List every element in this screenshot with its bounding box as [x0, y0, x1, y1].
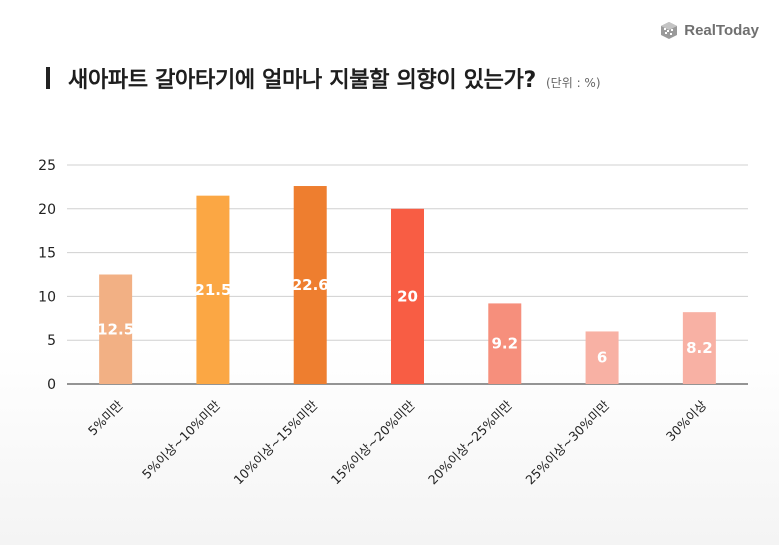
y-tick-label: 5: [47, 333, 56, 349]
x-category-label: 25%이상~30%미만: [522, 397, 612, 487]
bar: [99, 274, 133, 384]
y-tick-label: 0: [47, 377, 56, 393]
y-tick-label: 25: [38, 158, 56, 174]
x-category-label: 30%이상: [663, 397, 710, 444]
chart-title: 새아파트 갈아타기에 얼마나 지불할 의향이 있는가?: [68, 68, 536, 93]
data-label: 22.6: [292, 276, 329, 294]
brand-name: RealToday: [684, 21, 759, 39]
bar: [293, 186, 327, 384]
x-category-label: 15%이상~20%미만: [328, 397, 418, 487]
x-axis-categories: 5%미만 5%이상~10%미만 10%이상~15%미만 15%이상~20%미만 20%이…: [85, 397, 710, 487]
bar: [391, 208, 424, 384]
x-category-label: 5%미만: [85, 397, 126, 438]
data-label: 21.5: [194, 281, 231, 299]
data-labels: 12.5 21.5 22.6 20 9.2 6 8.2: [97, 276, 713, 367]
y-tick-label: 10: [38, 289, 56, 305]
x-category-label: 5%이상~10%미만: [139, 397, 224, 482]
x-category-label: 10%이상~15%미만: [230, 397, 320, 487]
bar: [488, 303, 522, 384]
data-label: 12.5: [97, 320, 134, 338]
unit-note: (단위 : %): [546, 76, 601, 90]
data-label: 6: [597, 349, 607, 367]
y-axis-ticks: 0 5 10 15 20 25: [38, 158, 56, 393]
title-accent-bar: [46, 67, 50, 89]
y-tick-label: 15: [38, 246, 56, 262]
bars: [99, 186, 716, 384]
data-label: 9.2: [491, 335, 518, 353]
bar: [682, 312, 716, 384]
bar: [196, 195, 230, 384]
y-tick-label: 20: [38, 202, 56, 218]
data-label: 20: [397, 287, 418, 305]
realtoday-logo-icon: [661, 22, 678, 39]
brand-logo: RealToday: [659, 20, 759, 40]
chart-header: 새아파트 갈아타기에 얼마나 지불할 의향이 있는가? (단위 : %): [46, 62, 601, 94]
data-label: 8.2: [686, 339, 713, 357]
bar: [585, 331, 619, 384]
x-category-label: 20%이상~25%미만: [425, 397, 515, 487]
